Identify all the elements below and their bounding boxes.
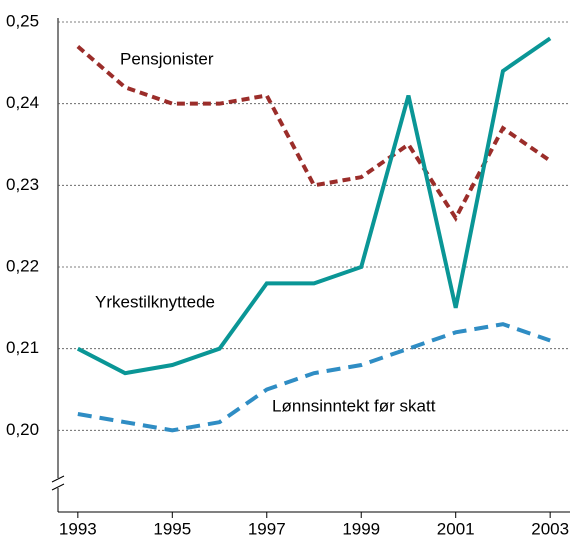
series-line xyxy=(76,44,552,222)
grid xyxy=(58,21,570,431)
x-tick-label: 1997 xyxy=(248,519,286,538)
y-tick-label: 0,20 xyxy=(6,420,39,439)
series-line xyxy=(77,322,551,433)
x-tick-label: 2001 xyxy=(437,519,475,538)
x-tick-label: 1993 xyxy=(59,519,97,538)
y-tick-label: 0,25 xyxy=(6,11,39,30)
y-tick-label: 0,22 xyxy=(6,256,39,275)
series-line xyxy=(76,36,552,376)
series-label: Pensjonister xyxy=(120,49,214,68)
x-tick-label: 1999 xyxy=(342,519,380,538)
y-tick-label: 0,24 xyxy=(6,93,39,112)
x-tick-label: 1995 xyxy=(153,519,191,538)
series-label: Yrkestilknyttede xyxy=(95,292,215,311)
y-tick-label: 0,23 xyxy=(6,175,39,194)
series-label: Lønnsinntekt før skatt xyxy=(272,396,436,415)
axis-break xyxy=(51,475,65,491)
x-tick-label: 2003 xyxy=(531,519,569,538)
y-tick-label: 0,21 xyxy=(6,338,39,357)
